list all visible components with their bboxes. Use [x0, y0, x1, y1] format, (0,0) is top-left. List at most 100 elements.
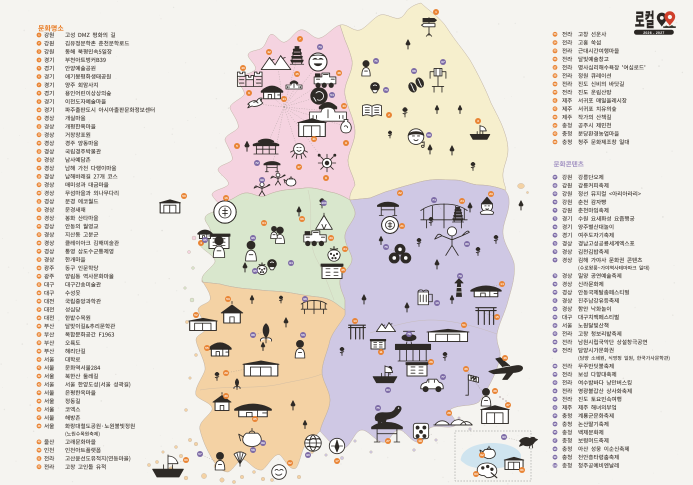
svg-text:71: 71: [374, 59, 378, 63]
svg-text:31: 31: [38, 283, 41, 286]
svg-text:53: 53: [226, 297, 230, 301]
svg-text:30: 30: [38, 275, 41, 278]
svg-text:56: 56: [554, 58, 557, 61]
svg-text:17: 17: [38, 167, 41, 170]
svg-text:83: 83: [554, 316, 557, 319]
svg-text:8: 8: [325, 176, 327, 180]
svg-text:54: 54: [330, 93, 334, 97]
svg-text:48: 48: [337, 71, 341, 75]
svg-text:46: 46: [38, 408, 41, 411]
svg-text:60: 60: [554, 91, 557, 94]
svg-text:65: 65: [554, 133, 557, 136]
svg-text:11: 11: [379, 350, 383, 354]
svg-text:76: 76: [384, 245, 388, 249]
svg-text:81: 81: [554, 300, 557, 303]
svg-text:73: 73: [554, 226, 557, 229]
svg-text:94: 94: [554, 415, 557, 418]
svg-text:5: 5: [236, 144, 238, 148]
svg-text:43: 43: [342, 104, 346, 108]
svg-text:79: 79: [554, 283, 557, 286]
svg-text:55: 55: [554, 50, 557, 53]
svg-text:41: 41: [312, 137, 316, 141]
svg-text:2026 - 2027: 2026 - 2027: [643, 31, 664, 35]
svg-text:85: 85: [554, 333, 557, 336]
svg-text:22: 22: [398, 191, 402, 195]
svg-text:54: 54: [554, 41, 557, 44]
svg-text:38: 38: [493, 389, 497, 393]
svg-text:83: 83: [386, 388, 390, 392]
svg-text:70: 70: [554, 201, 557, 204]
svg-text:93: 93: [554, 406, 557, 409]
svg-text:57: 57: [554, 66, 557, 69]
svg-text:68: 68: [554, 184, 557, 187]
svg-text:9: 9: [38, 100, 40, 103]
svg-text:98: 98: [303, 297, 307, 301]
svg-text:3: 3: [38, 51, 40, 54]
svg-text:34: 34: [38, 308, 41, 311]
svg-text:7: 7: [299, 37, 301, 41]
svg-text:52: 52: [38, 466, 41, 469]
svg-text:9: 9: [345, 141, 347, 145]
svg-text:1: 1: [435, 10, 437, 14]
svg-text:90: 90: [554, 382, 557, 385]
svg-text:42: 42: [38, 375, 41, 378]
svg-text:92: 92: [554, 398, 557, 401]
svg-text:84: 84: [554, 324, 557, 327]
svg-text:43: 43: [38, 383, 41, 386]
svg-text:13: 13: [353, 319, 357, 323]
svg-text:29: 29: [38, 267, 41, 270]
svg-text:19: 19: [38, 184, 41, 187]
svg-text:21: 21: [38, 200, 41, 203]
svg-text:14: 14: [38, 142, 41, 145]
svg-text:72: 72: [255, 161, 259, 165]
svg-text:53: 53: [554, 33, 557, 36]
svg-text:35: 35: [38, 317, 41, 320]
svg-text:32: 32: [38, 292, 41, 295]
svg-text:16: 16: [224, 196, 228, 200]
svg-text:45: 45: [295, 72, 299, 76]
svg-text:59: 59: [554, 83, 557, 86]
svg-text:18: 18: [38, 175, 41, 178]
svg-text:38: 38: [38, 342, 41, 345]
svg-text:75: 75: [554, 242, 557, 245]
svg-text:85: 85: [253, 417, 257, 421]
svg-text:99: 99: [554, 456, 557, 459]
svg-text:7: 7: [38, 84, 40, 87]
svg-text:100: 100: [553, 464, 558, 467]
svg-text:80: 80: [465, 242, 469, 246]
svg-text:26: 26: [429, 360, 433, 364]
svg-text:4: 4: [38, 59, 40, 62]
svg-text:89: 89: [261, 441, 265, 445]
svg-text:28: 28: [447, 411, 451, 415]
svg-text:78: 78: [554, 275, 557, 278]
svg-text:4: 4: [200, 241, 202, 245]
svg-text:50: 50: [38, 449, 41, 452]
svg-text:33: 33: [38, 300, 41, 303]
svg-text:96: 96: [251, 236, 255, 240]
svg-text:21: 21: [400, 224, 404, 228]
svg-text:55: 55: [205, 346, 209, 350]
svg-text:50: 50: [182, 194, 186, 198]
svg-text:3: 3: [477, 119, 479, 123]
svg-text:95: 95: [554, 423, 557, 426]
svg-text:19: 19: [418, 439, 422, 443]
svg-text:74: 74: [432, 198, 436, 202]
svg-text:73: 73: [318, 45, 322, 49]
svg-text:24: 24: [460, 199, 464, 203]
svg-text:89: 89: [554, 373, 557, 376]
svg-text:93: 93: [502, 435, 506, 439]
svg-text:64: 64: [262, 221, 266, 225]
svg-text:87: 87: [554, 349, 557, 352]
svg-text:71: 71: [554, 209, 557, 212]
svg-text:90: 90: [306, 453, 310, 457]
svg-text:14: 14: [500, 282, 504, 286]
svg-text:65: 65: [203, 238, 207, 242]
svg-text:80: 80: [554, 291, 557, 294]
svg-text:48: 48: [38, 425, 41, 428]
svg-text:2: 2: [388, 113, 390, 117]
svg-text:72: 72: [554, 217, 557, 220]
svg-text:26: 26: [38, 242, 41, 245]
svg-text:44: 44: [282, 97, 286, 101]
svg-text:67: 67: [554, 176, 557, 179]
svg-text:75: 75: [376, 406, 380, 410]
